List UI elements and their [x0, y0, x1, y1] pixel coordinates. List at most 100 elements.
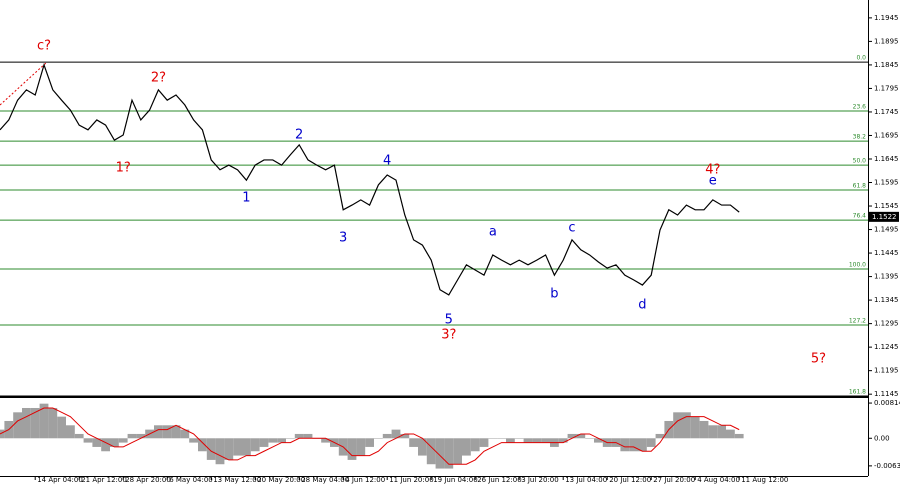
y-tick-label: 1.1345 — [874, 296, 899, 304]
histogram-bar — [30, 407, 40, 439]
wave-label: 5? — [811, 351, 826, 366]
histogram-bar — [48, 407, 58, 439]
wave-label: e — [709, 174, 717, 189]
current-price-box — [869, 211, 899, 222]
histogram-bar — [171, 425, 181, 439]
wave-label: b — [550, 286, 558, 301]
fib-label: 100.0 — [849, 262, 866, 269]
x-tick-label: 6 May 04:00 — [169, 476, 213, 484]
fib-label: 23.6 — [853, 104, 867, 111]
y-tick-label: 1.1395 — [874, 273, 899, 281]
histogram-bar — [22, 407, 31, 439]
y-tick-label: 0.00814 — [874, 399, 900, 407]
trend-line — [0, 61, 48, 106]
histogram-bar — [224, 438, 234, 460]
histogram-bar — [646, 438, 656, 447]
x-tick-label: 14 Apr 04:00 — [37, 476, 83, 484]
y-tick-label: 1.1195 — [874, 367, 899, 375]
y-tick-label: 1.1445 — [874, 249, 899, 257]
histogram-bar — [303, 433, 313, 439]
y-tick-label: 1.1595 — [874, 179, 899, 187]
histogram-bar — [39, 403, 49, 439]
histogram-bar — [118, 438, 128, 443]
histogram-bar — [127, 433, 137, 439]
histogram-bar — [479, 438, 489, 447]
histogram-bar — [347, 438, 357, 460]
histogram-bar — [567, 433, 577, 439]
x-tick-label: 28 Apr 20:00 — [125, 476, 171, 484]
y-tick-label: 1.1545 — [874, 202, 899, 210]
x-tick-label: 27 Jul 20:00 — [653, 476, 695, 484]
y-tick-label: 1.1745 — [874, 108, 899, 116]
histogram-bar — [523, 438, 533, 443]
x-tick-label: 3 Jul 20:00 — [521, 476, 559, 484]
histogram-bar — [13, 412, 22, 439]
histogram-bar — [585, 438, 594, 439]
histogram-bar — [382, 433, 392, 439]
histogram-bar — [620, 438, 630, 452]
x-tick-label: 20 Jul 12:00 — [609, 476, 651, 484]
x-tick-label: 4 Aug 04:00 — [697, 476, 740, 484]
histogram-bar — [594, 438, 603, 443]
y-tick-label: 1.1145 — [874, 390, 899, 398]
x-tick-label: 11 Aug 12:00 — [741, 476, 788, 484]
histogram-bar — [277, 438, 286, 443]
wave-label: c — [568, 221, 575, 236]
fib-label: 76.4 — [853, 213, 867, 220]
y-tick-label: 1.1895 — [874, 37, 899, 45]
histogram-bar — [83, 438, 93, 443]
x-tick-label: 13 May 12:00 — [213, 476, 261, 484]
histogram-bar — [488, 438, 498, 439]
histogram-bar — [57, 416, 66, 439]
fib-label: 61.8 — [853, 183, 867, 190]
current-price-label: 1.1522 — [872, 213, 897, 221]
histogram-bar — [189, 438, 198, 443]
histogram-bar — [391, 429, 401, 439]
x-tick-label: 4 Jun 12:00 — [345, 476, 385, 484]
fib-label: 161.8 — [849, 389, 866, 396]
wave-label: 3? — [441, 327, 456, 342]
signal-line — [0, 407, 740, 465]
histogram-bar — [576, 433, 586, 439]
histogram-bar — [717, 425, 726, 439]
wave-label: 4 — [383, 153, 391, 168]
wave-label: c? — [37, 39, 51, 54]
histogram-bar — [215, 438, 225, 465]
histogram-bar — [321, 438, 330, 443]
fib-label: 0.0 — [856, 55, 866, 62]
y-tick-label: 1.1495 — [874, 226, 899, 234]
histogram-bar — [242, 438, 251, 456]
wave-label: 4? — [705, 162, 720, 177]
histogram-bar — [66, 425, 75, 439]
histogram-bar — [0, 429, 5, 439]
y-tick-label: 1.1945 — [874, 14, 899, 22]
histogram-bar — [356, 438, 366, 456]
y-tick-label: 1.1645 — [874, 155, 899, 163]
y-tick-label: 1.1845 — [874, 61, 899, 69]
histogram-bar — [673, 412, 682, 439]
histogram-bar — [259, 438, 269, 447]
histogram-bar — [250, 438, 260, 452]
histogram-bar — [514, 438, 524, 439]
wave-label: 2? — [151, 71, 166, 86]
x-tick-label: 19 Jun 04:00 — [433, 476, 477, 484]
histogram-bar — [470, 438, 480, 452]
wave-label: a — [489, 224, 497, 239]
x-tick-label: 13 Jul 04:00 — [565, 476, 607, 484]
histogram-bar — [268, 438, 278, 443]
histogram-bar — [233, 438, 242, 456]
histogram-bar — [162, 425, 172, 439]
histogram-bar — [418, 438, 427, 456]
x-tick-label: 11 Jun 20:00 — [389, 476, 433, 484]
histogram-bar — [655, 433, 665, 439]
x-tick-label: 28 May 04:00 — [301, 476, 349, 484]
x-tick-label: 26 Jun 12:00 — [477, 476, 521, 484]
histogram-bar — [682, 412, 691, 439]
histogram-bar — [497, 438, 506, 439]
histogram-bar — [629, 438, 638, 452]
x-tick-label: 21 Apr 12:00 — [81, 476, 127, 484]
y-tick-label: 1.1795 — [874, 84, 899, 92]
histogram-bar — [136, 433, 146, 439]
y-tick-label: 1.1245 — [874, 343, 899, 351]
